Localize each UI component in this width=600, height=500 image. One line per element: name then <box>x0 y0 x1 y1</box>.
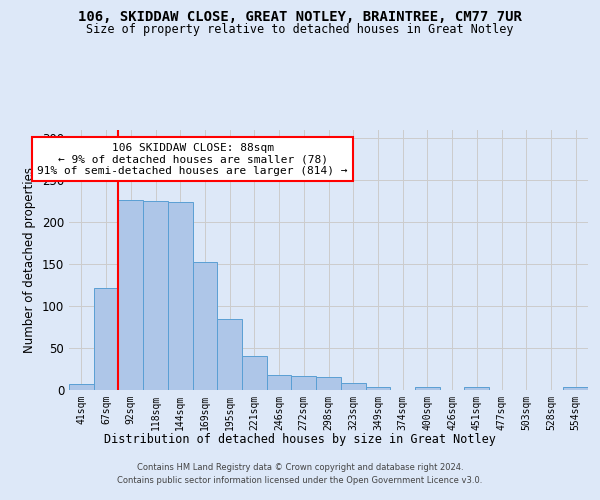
Bar <box>94 288 118 390</box>
Bar <box>267 375 292 390</box>
Bar <box>217 318 242 390</box>
Text: Contains public sector information licensed under the Open Government Licence v3: Contains public sector information licen… <box>118 476 482 485</box>
Text: Distribution of detached houses by size in Great Notley: Distribution of detached houses by size … <box>104 432 496 446</box>
Text: 106, SKIDDAW CLOSE, GREAT NOTLEY, BRAINTREE, CM77 7UR: 106, SKIDDAW CLOSE, GREAT NOTLEY, BRAINT… <box>78 10 522 24</box>
Bar <box>316 376 341 390</box>
Y-axis label: Number of detached properties: Number of detached properties <box>23 167 37 353</box>
Bar <box>341 384 365 390</box>
Bar <box>464 388 489 390</box>
Bar <box>143 202 168 390</box>
Bar <box>563 388 588 390</box>
Text: Size of property relative to detached houses in Great Notley: Size of property relative to detached ho… <box>86 22 514 36</box>
Text: 106 SKIDDAW CLOSE: 88sqm
← 9% of detached houses are smaller (78)
91% of semi-de: 106 SKIDDAW CLOSE: 88sqm ← 9% of detache… <box>37 142 348 176</box>
Bar <box>292 376 316 390</box>
Bar <box>69 384 94 390</box>
Bar <box>242 356 267 390</box>
Bar <box>365 388 390 390</box>
Bar <box>193 262 217 390</box>
Text: Contains HM Land Registry data © Crown copyright and database right 2024.: Contains HM Land Registry data © Crown c… <box>137 464 463 472</box>
Bar <box>415 388 440 390</box>
Bar <box>118 200 143 390</box>
Bar <box>168 202 193 390</box>
